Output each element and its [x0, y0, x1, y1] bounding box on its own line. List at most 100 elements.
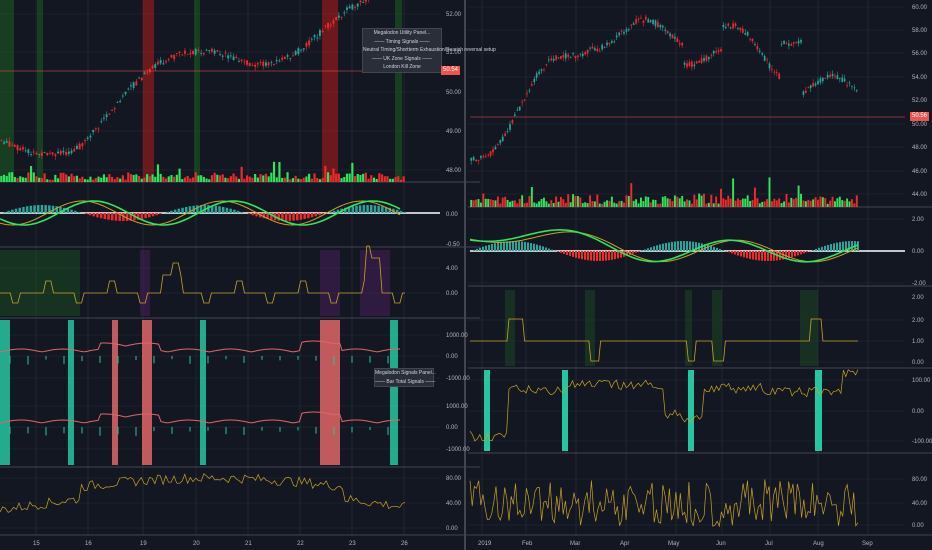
volume-bar	[345, 173, 349, 182]
volume-bar	[567, 194, 570, 207]
volume-bar	[472, 200, 475, 207]
volume-bar	[380, 174, 384, 182]
time-axis-label: 23	[349, 541, 356, 547]
volume-bar	[186, 175, 189, 182]
popup-line: —— Timing Signals ——	[374, 38, 430, 45]
candle-body	[46, 152, 49, 155]
volume-bar	[38, 177, 41, 182]
macd-histogram-bar	[758, 251, 760, 261]
volume-bar	[240, 166, 243, 182]
candle-body	[754, 44, 756, 46]
volume-bar	[647, 196, 650, 207]
volume-bar	[170, 175, 173, 182]
volume-bar	[528, 196, 531, 207]
macd-histogram-bar	[587, 251, 589, 261]
candle-body	[659, 24, 662, 28]
macd-histogram-bar	[599, 251, 601, 261]
candle-body	[809, 85, 812, 89]
macd-histogram-bar	[347, 206, 351, 213]
volume-bar	[673, 195, 676, 207]
timing-axis-label: 2.00	[912, 318, 924, 324]
volume-bar	[695, 199, 698, 207]
volume-bar	[710, 194, 713, 207]
volume-bar	[213, 172, 216, 182]
volume-bar	[251, 177, 254, 182]
candle-body	[606, 42, 608, 46]
volume-bar	[5, 176, 8, 182]
macd-histogram-bar	[710, 245, 712, 251]
volume-bar	[224, 177, 227, 182]
candle-body	[756, 46, 759, 50]
candle-body	[543, 68, 545, 70]
timing-axis-label: 4.00	[446, 266, 458, 272]
volume-bar	[496, 196, 499, 207]
volume-bar	[542, 197, 545, 207]
volume-bar	[256, 177, 259, 182]
volume-bar	[297, 178, 300, 182]
macd-histogram-bar	[11, 209, 14, 213]
signals-panel-popup[interactable]: Megalodon Signals Panel... —— Bar Total S…	[374, 368, 436, 388]
macd-histogram-bar	[536, 244, 538, 251]
volume-bar	[724, 199, 727, 207]
macd-histogram-bar	[683, 241, 685, 251]
zone-band	[30, 250, 80, 316]
osc-axis-label: 0.00	[446, 526, 458, 532]
candle-body	[251, 65, 254, 67]
volume-bar	[35, 176, 38, 182]
candle-body	[821, 77, 824, 82]
volume-bar	[308, 173, 311, 182]
macd-histogram-bar	[233, 209, 236, 213]
signal-area	[0, 340, 400, 353]
candle-body	[121, 95, 124, 97]
candle-body	[497, 143, 499, 145]
macd-histogram-bar	[77, 211, 81, 213]
volume-bar	[756, 198, 759, 207]
macd-histogram-bar	[509, 241, 511, 251]
candle-body	[509, 124, 511, 130]
volume-bar	[102, 174, 106, 182]
candle-body	[720, 49, 722, 52]
candle-body	[35, 152, 38, 155]
volume-bar	[378, 173, 381, 182]
time-axis-label: Jul	[765, 541, 773, 547]
volume-bar	[110, 176, 114, 182]
volume-bar	[516, 203, 519, 207]
volume-bar	[305, 176, 308, 182]
candle-body	[727, 23, 730, 26]
macd-histogram-bar	[388, 207, 391, 213]
time-axis-label: Sep	[862, 541, 873, 547]
volume-bar	[278, 162, 281, 182]
macd-histogram-bar	[521, 241, 523, 251]
macd-histogram-bar	[473, 249, 475, 251]
candle-body	[627, 29, 630, 30]
volume-bar	[2, 174, 6, 182]
volume-bar	[838, 196, 841, 207]
macd-histogram-bar	[318, 213, 321, 216]
candle-body	[59, 150, 62, 155]
volume-bar	[119, 178, 122, 182]
macd-histogram-bar	[782, 251, 784, 260]
volume-bar	[291, 178, 295, 182]
volume-bar	[11, 172, 14, 182]
volume-bar	[630, 183, 633, 207]
candle-body	[159, 60, 162, 64]
candle-body	[70, 150, 73, 154]
candle-body	[38, 154, 41, 155]
candle-body	[205, 49, 208, 51]
volume-bar	[329, 175, 332, 182]
macd-histogram-bar	[199, 205, 203, 213]
volume-bar	[550, 200, 553, 207]
volume-bar	[383, 176, 386, 182]
candle-body	[184, 50, 186, 54]
volume-bar	[579, 197, 582, 207]
popup-line: Megalodon Utility Panel...	[373, 30, 431, 36]
volume-bar	[283, 177, 286, 182]
price-axis-label: 60.00	[912, 5, 928, 11]
macd-histogram-bar	[839, 242, 841, 251]
utility-panel-popup[interactable]: Megalodon Utility Panel... —— Timing Sign…	[362, 28, 496, 73]
volume-bar	[589, 195, 592, 207]
macd-histogram-bar	[207, 205, 210, 213]
macd-histogram-bar	[557, 251, 559, 252]
